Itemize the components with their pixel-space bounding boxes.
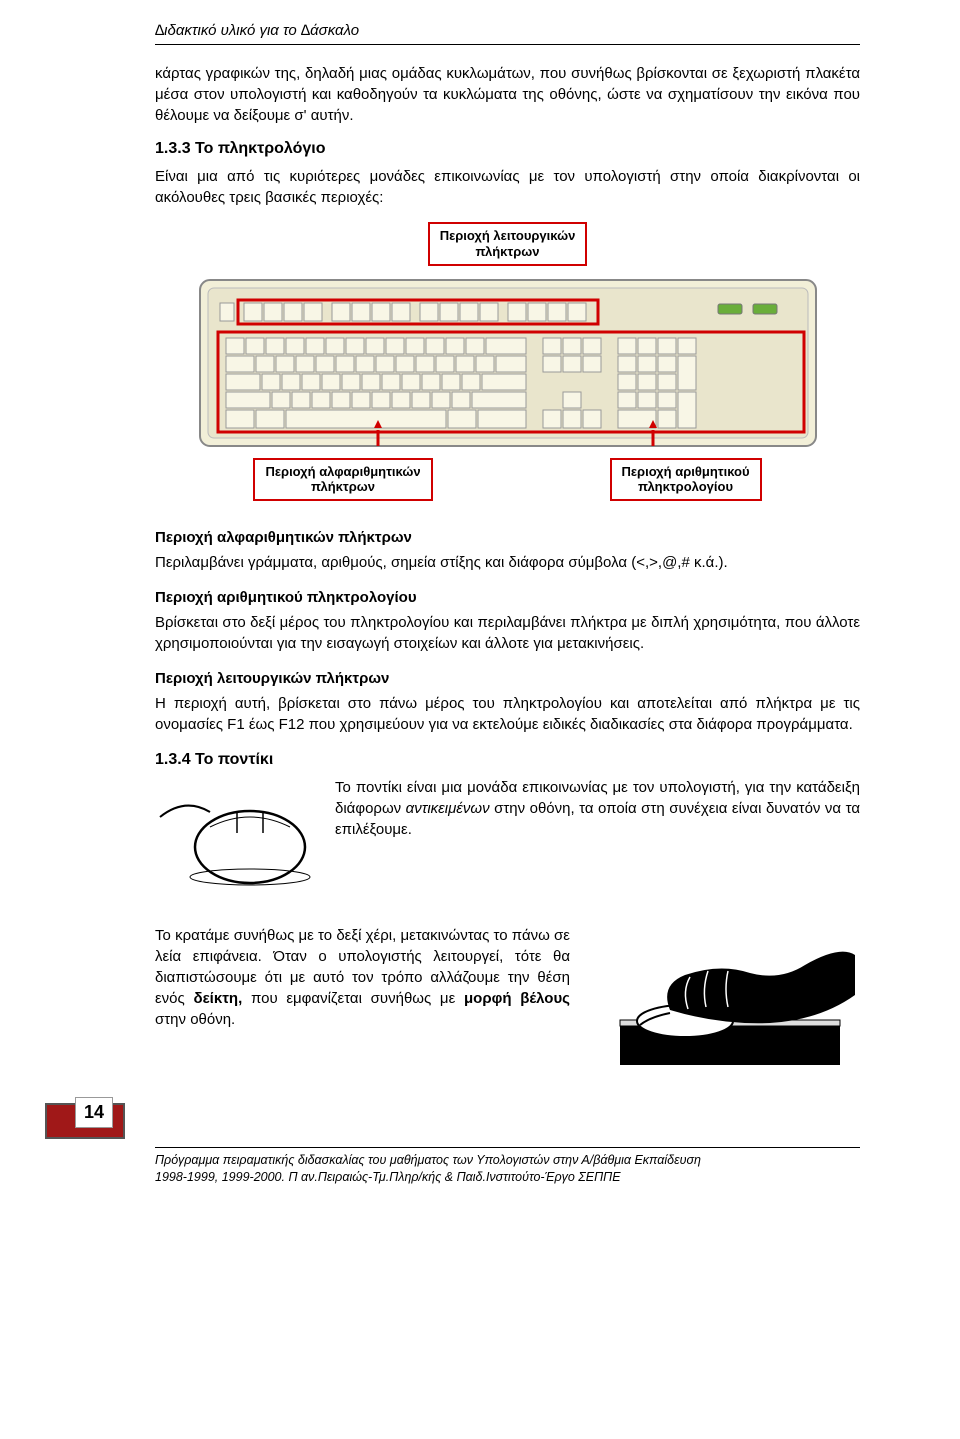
- label-function-keys: Περιοχή λειτουργικών πλήκτρων: [428, 222, 588, 265]
- bold-span: δείκτη,: [193, 990, 242, 1007]
- italic-span: αντικειμένων: [406, 800, 490, 817]
- page-header: ∆ιδακτικό υλικό για το ∆άσκαλο: [155, 20, 860, 45]
- intro-paragraph: κάρτας γραφικών της, δηλαδή μιας ομάδας …: [155, 63, 860, 126]
- label-line: πλήκτρων: [311, 479, 375, 494]
- page-footer: Πρόγραμμα πειραματικής διδασκαλίας του μ…: [155, 1147, 860, 1186]
- num-text: Βρίσκεται στο δεξί μέρος του πληκτρολογί…: [155, 612, 860, 654]
- func-text: Η περιοχή αυτή, βρίσκεται στο πάνω μέρος…: [155, 693, 860, 735]
- label-line: πληκτρολογίου: [638, 479, 733, 494]
- label-alphanumeric: Περιοχή αλφαριθμητικών πλήκτρων: [253, 458, 432, 501]
- footer-line: 1998-1999, 1999-2000. Π αν.Πειραιώς-Τμ.Π…: [155, 1170, 621, 1184]
- func-heading: Περιοχή λειτουργικών πλήκτρων: [155, 668, 860, 689]
- label-line: Περιοχή αλφαριθμητικών: [265, 464, 420, 479]
- section-133-heading: 1.3.3 Το πληκτρολόγιο: [155, 138, 860, 160]
- page-number-box: 14: [45, 1103, 860, 1143]
- mouse-illustration: [155, 777, 315, 897]
- label-line: πλήκτρων: [476, 244, 540, 259]
- footer-line: Πρόγραμμα πειραματικής διδασκαλίας του μ…: [155, 1153, 701, 1167]
- mouse-paragraph-1: Το ποντίκι είναι μια μονάδα επικοινωνίας…: [335, 777, 860, 840]
- text-span: στην οθόνη.: [155, 1011, 235, 1028]
- hand-on-mouse-illustration: [610, 925, 860, 1075]
- section-134-heading: 1.3.4 Το ποντίκι: [155, 749, 860, 771]
- keyboard-illustration: [198, 278, 818, 448]
- label-line: Περιοχή λειτουργικών: [440, 228, 576, 243]
- bold-span: μορφή βέλους: [464, 990, 570, 1007]
- alpha-heading: Περιοχή αλφαριθμητικών πλήκτρων: [155, 527, 860, 548]
- text-span: που εμφανίζεται συνήθως με: [242, 990, 464, 1007]
- label-numpad: Περιοχή αριθμητικού πληκτρολογίου: [610, 458, 762, 501]
- label-line: Περιοχή αριθμητικού: [622, 464, 750, 479]
- num-heading: Περιοχή αριθμητικού πληκτρολογίου: [155, 587, 860, 608]
- page-number: 14: [75, 1097, 113, 1128]
- mouse-paragraph-2: Το κρατάμε συνήθως με το δεξί χέρι, μετα…: [155, 925, 570, 1030]
- alpha-text: Περιλαμβάνει γράμματα, αριθμούς, σημεία …: [155, 552, 860, 573]
- section-133-text: Είναι μια από τις κυριότερες μονάδες επι…: [155, 166, 860, 208]
